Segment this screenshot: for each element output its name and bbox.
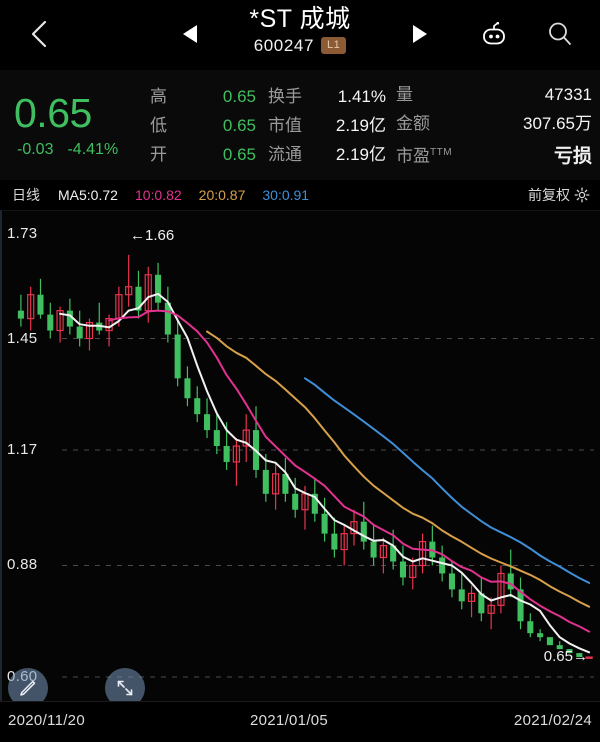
quote-stat-volume: 量 47331 xyxy=(396,83,600,107)
quote-stat-low: 低 0.65 xyxy=(150,114,268,138)
indicator-legend-bar: 日线 MA5:0.72 10:0.82 20:0.87 30:0.91 前复权 xyxy=(0,180,600,210)
stat-label: 流通 xyxy=(268,145,302,164)
stat-value: 2.19亿 xyxy=(335,116,386,135)
back-button[interactable] xyxy=(22,14,56,54)
candlestick-chart[interactable]: 1.73 1.45 1.17 0.88 0.60 ←1.66 0.65→ xyxy=(0,210,600,701)
header-title-block: *ST 成城 600247 L1 xyxy=(0,4,600,56)
pe-ttm-superscript: TTM xyxy=(430,147,453,159)
stat-label: 开 xyxy=(150,145,167,164)
stock-name: *ST 成城 xyxy=(249,5,351,33)
stat-label: 市盈TTM xyxy=(396,141,452,169)
app-header: *ST 成城 600247 L1 xyxy=(0,0,600,70)
stat-label: 金额 xyxy=(396,114,430,134)
prev-stock-button[interactable] xyxy=(170,14,210,54)
fullscreen-expand-icon xyxy=(117,680,133,696)
x-axis-dates: 2020/11/20 2021/01/05 2021/02/24 xyxy=(0,701,600,742)
adjustment-label: 前复权 xyxy=(528,187,570,203)
search-icon xyxy=(549,22,571,45)
ma10-legend[interactable]: 10:0.82 xyxy=(134,187,182,203)
quote-stat-pe: 市盈TTM 亏损 xyxy=(396,141,600,169)
next-stock-button[interactable] xyxy=(400,14,440,54)
x-axis-label-end: 2021/02/24 xyxy=(513,712,592,729)
change-percent: -4.41% xyxy=(67,141,119,158)
quote-stat-open: 开 0.65 xyxy=(150,143,268,167)
period-high-annotation: ←1.66 xyxy=(130,226,175,244)
quote-stat-marketcap: 市值 2.19亿 xyxy=(268,114,396,138)
quote-column-volume: 量 47331 金额 307.65万 市盈TTM 亏损 xyxy=(396,69,600,181)
stat-value: 亏损 xyxy=(553,145,592,167)
stat-value: 2.19亿 xyxy=(335,145,386,164)
x-axis-label-start: 2020/11/20 xyxy=(8,712,85,729)
quote-column-ohl: 高 0.65 低 0.65 开 0.65 xyxy=(150,69,268,181)
search-button[interactable] xyxy=(538,14,582,54)
chart-canvas[interactable] xyxy=(2,211,600,701)
change-block: -0.03 -4.41% xyxy=(14,140,150,159)
ma20-legend[interactable]: 20:0.87 xyxy=(198,187,246,203)
stat-value: 307.65万 xyxy=(523,114,592,134)
robot-icon xyxy=(483,21,505,45)
pe-label-text: 市盈 xyxy=(396,146,430,166)
gear-icon xyxy=(574,187,590,203)
triangle-left-icon xyxy=(183,25,197,43)
ma5-legend[interactable]: MA5:0.72 xyxy=(58,187,118,203)
adjustment-settings-button[interactable]: 前复权 xyxy=(528,186,590,204)
stat-value: 0.65 xyxy=(222,145,256,164)
change-absolute: -0.03 xyxy=(17,141,54,158)
stat-value: 47331 xyxy=(544,85,592,105)
last-price: 0.65 xyxy=(14,90,92,136)
stat-label: 高 xyxy=(150,87,167,106)
quote-stat-floatcap: 流通 2.19亿 xyxy=(268,143,396,167)
last-price-block: 0.65 -0.03 -4.41% xyxy=(0,91,150,159)
stat-value: 1.41% xyxy=(337,87,386,106)
last-close-annotation: 0.65→ xyxy=(543,648,588,666)
x-axis-label-middle: 2021/01/05 xyxy=(250,712,329,729)
stat-value: 0.65 xyxy=(222,116,256,135)
stock-code-row: 600247 L1 xyxy=(0,35,600,56)
quote-column-market: 换手 1.41% 市值 2.19亿 流通 2.19亿 xyxy=(268,69,396,181)
ai-assistant-button[interactable] xyxy=(472,14,516,54)
pencil-draw-icon xyxy=(20,680,36,696)
stat-label: 换手 xyxy=(268,87,302,106)
quote-stat-high: 高 0.65 xyxy=(150,85,268,109)
timeframe-selector[interactable]: 日线 xyxy=(12,187,40,203)
quote-stat-amount: 金额 307.65万 xyxy=(396,112,600,136)
stock-code: 600247 xyxy=(253,36,315,55)
stat-value: 0.65 xyxy=(222,87,256,106)
chevron-left-icon xyxy=(31,20,47,48)
stat-label: 市值 xyxy=(268,116,302,135)
quote-level-badge: L1 xyxy=(321,37,347,54)
triangle-right-icon xyxy=(413,25,427,43)
stat-label: 低 xyxy=(150,116,167,135)
quote-panel: 0.65 -0.03 -4.41% 高 0.65 低 0.65 开 0.65 换… xyxy=(0,70,600,180)
stat-label: 量 xyxy=(396,85,413,105)
ma30-legend[interactable]: 30:0.91 xyxy=(262,187,310,203)
quote-stat-turnover: 换手 1.41% xyxy=(268,85,396,109)
